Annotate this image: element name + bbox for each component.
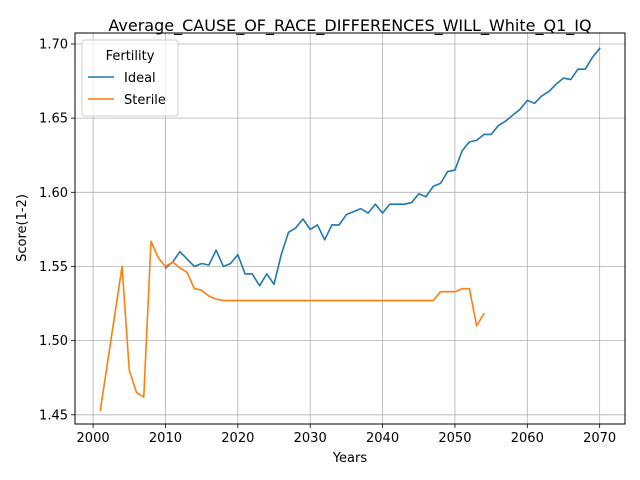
x-tick-label: 2030 — [294, 431, 327, 446]
y-axis-ticks: 1.45 1.50 1.55 1.60 1.65 1.70 — [39, 37, 75, 423]
legend-label-ideal: Ideal — [124, 71, 156, 86]
legend-label-sterile: Sterile — [124, 93, 166, 108]
x-tick-label: 2070 — [583, 431, 616, 446]
x-tick-label: 2000 — [77, 431, 110, 446]
series-line-sterile — [99, 240, 485, 412]
chart-title: Average_CAUSE_OF_RACE_DIFFERENCES_WILL_W… — [108, 16, 591, 36]
legend-title: Fertility — [106, 49, 155, 64]
y-tick-label: 1.65 — [39, 112, 68, 127]
y-tick-label: 1.45 — [39, 408, 68, 423]
y-tick-label: 1.50 — [39, 334, 68, 349]
y-tick-label: 1.55 — [39, 260, 68, 275]
series-line-ideal — [164, 47, 601, 287]
x-axis-ticks: 2000 2010 2020 2030 2040 2050 2060 2070 — [77, 424, 616, 446]
x-tick-label: 2010 — [149, 431, 182, 446]
x-tick-label: 2040 — [366, 431, 399, 446]
series-layer — [99, 47, 601, 412]
x-tick-label: 2050 — [438, 431, 471, 446]
x-tick-label: 2060 — [511, 431, 544, 446]
y-tick-label: 1.60 — [39, 186, 68, 201]
x-tick-label: 2020 — [221, 431, 254, 446]
plot-frame — [74, 32, 626, 425]
x-axis-label: Years — [332, 451, 368, 466]
legend-box — [81, 39, 179, 117]
y-axis-label: Score(1-2) — [15, 194, 30, 262]
legend: Fertility Ideal Sterile — [81, 39, 179, 117]
y-tick-label: 1.70 — [39, 37, 68, 52]
